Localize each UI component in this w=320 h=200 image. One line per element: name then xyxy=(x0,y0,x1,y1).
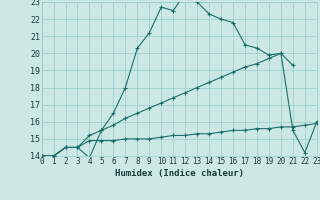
X-axis label: Humidex (Indice chaleur): Humidex (Indice chaleur) xyxy=(115,169,244,178)
